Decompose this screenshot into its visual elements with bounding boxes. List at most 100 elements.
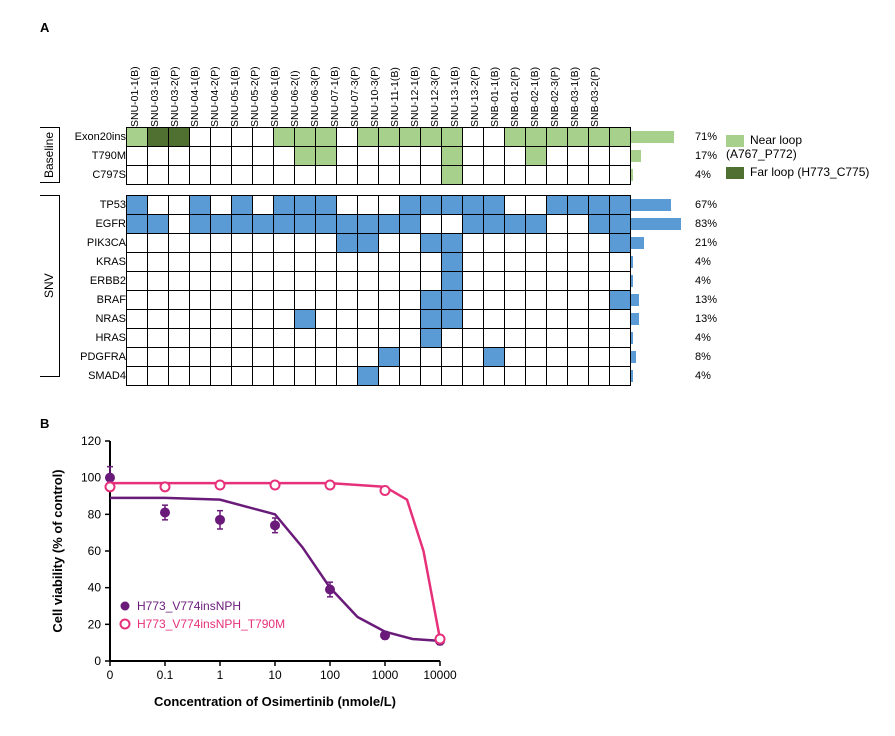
matrix-cell (568, 215, 589, 234)
matrix-cell (316, 272, 337, 291)
matrix-cell (379, 128, 400, 147)
matrix-cell (610, 253, 631, 272)
matrix-cell (211, 348, 232, 367)
matrix-cell (400, 348, 421, 367)
matrix-cell (232, 147, 253, 166)
matrix-cell (211, 196, 232, 215)
matrix-cell (316, 147, 337, 166)
matrix-cell (295, 291, 316, 310)
matrix-cell (127, 215, 148, 234)
matrix-cell (526, 196, 547, 215)
sample-label: SNU-07-1(B) (329, 66, 341, 127)
svg-text:120: 120 (81, 434, 101, 448)
matrix-cell (274, 166, 295, 185)
matrix-cell (316, 367, 337, 386)
pct-label: 21% (695, 234, 717, 253)
matrix-cell (169, 272, 190, 291)
matrix-cell (547, 329, 568, 348)
matrix-cell (211, 234, 232, 253)
matrix-cell (400, 253, 421, 272)
matrix-row: PIK3CA21% (60, 234, 717, 253)
matrix-cell (400, 166, 421, 185)
panel-a: SNU-01-1(B)SNU-03-1(B)SNU-03-2(P)SNU-04-… (40, 39, 875, 386)
matrix-cell (526, 272, 547, 291)
row-label: NRAS (60, 310, 127, 329)
matrix-cell (295, 272, 316, 291)
matrix-cell (526, 348, 547, 367)
matrix-cell (526, 147, 547, 166)
matrix-cell (169, 196, 190, 215)
matrix-cell (400, 291, 421, 310)
matrix-cell (421, 147, 442, 166)
matrix-cell (442, 166, 463, 185)
pct-bar-cell (631, 166, 696, 185)
pct-bar-cell (631, 348, 696, 367)
dose-response-chart: 02040608010012000.1110100100010000Concen… (40, 431, 510, 731)
matrix-cell (148, 367, 169, 386)
matrix-cell (526, 291, 547, 310)
matrix-cell (442, 272, 463, 291)
matrix-cell (547, 367, 568, 386)
matrix-cell (610, 196, 631, 215)
matrix-cell (547, 196, 568, 215)
sample-label: SNU-06-2(I) (289, 70, 301, 127)
matrix-cell (190, 291, 211, 310)
matrix-cell (253, 234, 274, 253)
matrix-cell (253, 348, 274, 367)
matrix-cell (610, 291, 631, 310)
matrix-cell (547, 291, 568, 310)
matrix-cell (547, 166, 568, 185)
matrix-cell (568, 329, 589, 348)
matrix-cell (127, 234, 148, 253)
matrix-row: HRAS4% (60, 329, 717, 348)
matrix-cell (547, 128, 568, 147)
svg-text:80: 80 (88, 507, 102, 521)
matrix-cell (463, 253, 484, 272)
matrix-cell (295, 196, 316, 215)
matrix-cell (295, 253, 316, 272)
matrix-cell (127, 166, 148, 185)
matrix-row: ERBB24% (60, 272, 717, 291)
matrix-cell (505, 291, 526, 310)
matrix-cell (442, 196, 463, 215)
matrix-cell (484, 128, 505, 147)
matrix-cell (484, 272, 505, 291)
row-label: EGFR (60, 215, 127, 234)
matrix-cell (274, 253, 295, 272)
matrix-cell (526, 128, 547, 147)
matrix-cell (274, 147, 295, 166)
matrix-row: Exon20ins71% (60, 128, 717, 147)
matrix-cell (232, 329, 253, 348)
matrix-cell (526, 253, 547, 272)
matrix-cell (400, 367, 421, 386)
matrix-cell (379, 291, 400, 310)
matrix-cell (463, 196, 484, 215)
pct-bar-cell (631, 196, 696, 215)
matrix-cell (505, 329, 526, 348)
matrix-cell (274, 234, 295, 253)
matrix-cell (169, 147, 190, 166)
matrix-cell (463, 215, 484, 234)
matrix-cell (505, 128, 526, 147)
matrix-cell (400, 215, 421, 234)
sample-label: SNU-04-2(P) (209, 66, 221, 127)
sample-label: SNB-02-1(B) (529, 67, 541, 127)
matrix-cell (358, 253, 379, 272)
matrix-cell (421, 348, 442, 367)
matrix-cell (253, 215, 274, 234)
matrix-cell (526, 215, 547, 234)
matrix-cell (190, 166, 211, 185)
matrix-cell (274, 272, 295, 291)
matrix-cell (295, 147, 316, 166)
matrix-cell (316, 234, 337, 253)
row-label: HRAS (60, 329, 127, 348)
matrix-cell (589, 367, 610, 386)
matrix-cell (421, 253, 442, 272)
row-label: ERBB2 (60, 272, 127, 291)
sample-label: SNU-05-1(B) (229, 66, 241, 127)
matrix-cell (316, 310, 337, 329)
matrix-cell (169, 329, 190, 348)
pct-bar (631, 237, 644, 249)
matrix-cell (148, 166, 169, 185)
sample-label: SNU-10-3(P) (369, 66, 381, 127)
